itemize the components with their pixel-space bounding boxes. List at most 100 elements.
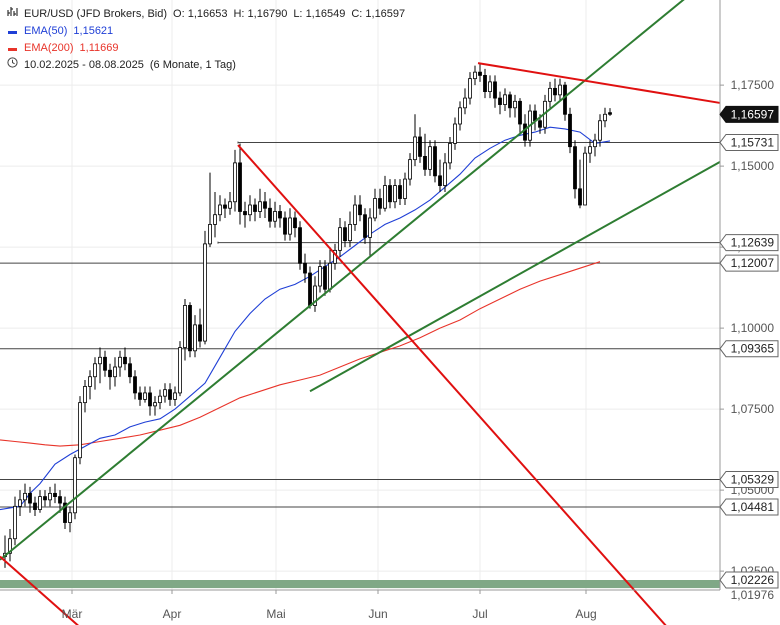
support-zone-top-tag-text: 1,02226 (731, 573, 775, 587)
candle (218, 195, 222, 222)
candle-body-up (513, 100, 517, 109)
ohlc-close-label: C: (351, 8, 363, 20)
candle-body-up (603, 113, 607, 122)
candle-body-down (43, 496, 47, 501)
candle (283, 211, 287, 241)
candle (353, 195, 357, 231)
candle (578, 159, 582, 209)
chart-type-icon[interactable] (6, 6, 18, 23)
candle (23, 483, 27, 507)
candle (393, 179, 397, 209)
candle-body-down (523, 123, 527, 141)
candle-body-up (403, 178, 407, 199)
candle-body-down (358, 204, 362, 216)
candle-body-up (393, 185, 397, 203)
candle (398, 179, 402, 206)
trendline-green-1[interactable] (309, 161, 721, 393)
candle (123, 347, 127, 371)
ema200-label: EMA(200) (24, 42, 74, 54)
candle-body-up (163, 389, 167, 397)
candle (338, 217, 342, 257)
candle-body-down (63, 502, 67, 523)
x-tick-label-2: Mai (266, 607, 285, 621)
level-tag-1-box (719, 234, 779, 252)
candle-body-up (113, 366, 117, 378)
candle (373, 188, 377, 222)
legend-ema200-row[interactable]: EMA(200) 1,11669 (6, 40, 405, 57)
candle-body-down (478, 71, 482, 76)
ema50-series (0, 126, 611, 511)
candle (173, 386, 177, 406)
trendline-green-0[interactable] (0, 0, 688, 561)
candle-body-down (188, 305, 192, 352)
candle-body-up (488, 81, 492, 93)
support-zone-top-tag: 1,02226 (719, 571, 779, 589)
candle-body-down (323, 266, 327, 290)
candle-body-down (108, 369, 112, 378)
candle-body-up (118, 356, 122, 368)
candle-body-down (198, 324, 202, 342)
candle (128, 357, 132, 384)
candle (223, 198, 227, 218)
candle-body-up (258, 201, 262, 212)
candle-body-up (193, 324, 197, 352)
candle (448, 136, 452, 170)
candle (163, 383, 167, 403)
candle (253, 198, 257, 222)
candle (103, 350, 107, 377)
candle (38, 490, 42, 513)
candle (368, 208, 372, 257)
candle (388, 179, 392, 209)
candle (73, 454, 77, 520)
trendline-red-3[interactable] (237, 144, 690, 625)
candle-body-up (18, 499, 22, 507)
candle (33, 496, 37, 517)
candle-body-down (608, 112, 612, 115)
x-tick-label-5: Aug (575, 607, 596, 621)
level-tag-0-box (719, 133, 779, 151)
legend-ema50-row[interactable]: EMA(50) 1,15621 (6, 23, 405, 40)
ohlc-open-value: 1,16653 (187, 8, 228, 20)
candle-body-down (33, 502, 37, 510)
candle-body-down (253, 204, 257, 212)
candle-body-up (353, 204, 357, 225)
candle (183, 298, 187, 361)
candle-body-down (573, 146, 577, 190)
candle (418, 127, 422, 163)
candle-body-down (103, 356, 107, 371)
candle (453, 117, 457, 150)
candle (13, 496, 17, 546)
candle-body-down (508, 94, 512, 109)
level-tag-1-text: 1,12639 (731, 236, 775, 250)
candle (363, 208, 367, 244)
candle (178, 341, 182, 397)
candle (263, 192, 267, 218)
candle-body-down (538, 120, 542, 128)
candle-body-up (458, 107, 462, 125)
trendline-red-4[interactable] (477, 62, 721, 104)
level-tag-5-text: 1,04481 (731, 500, 775, 514)
candle-body-up (233, 162, 237, 203)
candle-body-up (503, 94, 507, 105)
level-tag-2: 1,12007 (719, 254, 779, 272)
candle-body-down (578, 188, 582, 206)
candle-body-up (383, 185, 387, 209)
candle (493, 75, 497, 108)
candle-body-up (428, 146, 432, 170)
candle-body-down (243, 211, 247, 216)
candle-body-up (8, 538, 12, 554)
x-tick-label-1: Apr (163, 607, 182, 621)
candle-body-up (373, 198, 377, 219)
candle (308, 266, 312, 309)
candle-body-up (68, 512, 72, 523)
candle (598, 114, 602, 147)
candle (88, 370, 92, 400)
level-tag-5: 1,04481 (719, 498, 779, 516)
candle-body-up (218, 204, 222, 216)
trendline-red-2[interactable] (0, 555, 110, 625)
level-tag-5-box (719, 498, 779, 516)
candle-body-down (268, 207, 272, 222)
candle (403, 172, 407, 206)
candle-body-up (593, 139, 597, 148)
